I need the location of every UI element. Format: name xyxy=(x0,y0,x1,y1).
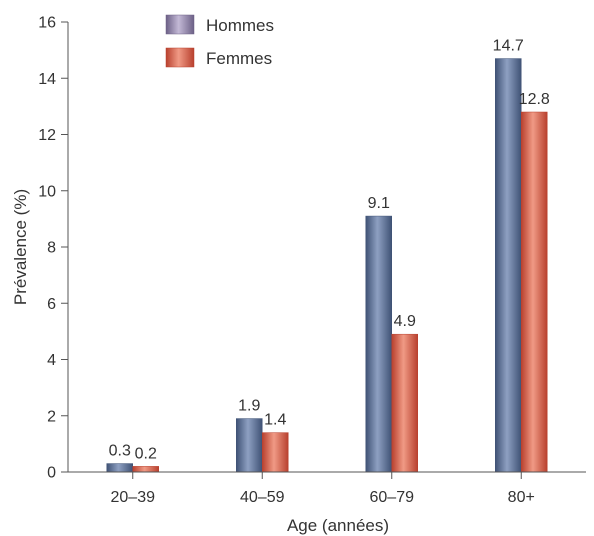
x-tick-label: 80+ xyxy=(508,489,535,506)
legend-label-femmes: Femmes xyxy=(206,49,272,68)
y-tick-label: 8 xyxy=(47,240,56,257)
bar-hommes xyxy=(236,418,263,473)
y-tick-label: 4 xyxy=(47,352,56,369)
x-tick-label: 60–79 xyxy=(370,489,415,506)
x-axis-ticks: 20–39 40–59 60–79 80+ xyxy=(111,472,535,506)
bar-femmes xyxy=(391,333,418,473)
bar-femmes xyxy=(521,111,548,473)
data-label-hommes: 0.3 xyxy=(109,443,131,460)
data-label-femmes: 0.2 xyxy=(135,445,157,462)
bar-femmes xyxy=(132,466,159,473)
legend-label-hommes: Hommes xyxy=(206,16,274,35)
x-axis-title: Age (années) xyxy=(287,516,389,535)
data-label-femmes: 1.4 xyxy=(264,412,286,429)
y-tick-label: 2 xyxy=(47,408,56,425)
bar-hommes xyxy=(495,58,522,473)
bar-femmes xyxy=(262,432,289,473)
y-tick-label: 6 xyxy=(47,296,56,313)
data-label-hommes: 1.9 xyxy=(238,398,260,415)
data-label-hommes: 14.7 xyxy=(493,38,524,55)
y-tick-label: 12 xyxy=(38,127,56,144)
bar-hommes xyxy=(365,215,392,473)
bar-hommes xyxy=(106,463,133,473)
bars xyxy=(106,58,548,473)
x-tick-label: 40–59 xyxy=(240,489,285,506)
legend: Hommes Femmes xyxy=(165,14,274,68)
legend-swatch-femmes xyxy=(165,47,195,68)
data-label-femmes: 12.8 xyxy=(519,91,550,108)
y-axis-title: Prévalence (%) xyxy=(11,189,30,305)
data-label-hommes: 9.1 xyxy=(368,195,390,212)
data-label-femmes: 4.9 xyxy=(394,313,416,330)
y-tick-label: 10 xyxy=(38,183,56,200)
y-axis-ticks: 0 2 4 6 8 10 12 14 16 xyxy=(38,15,68,482)
x-tick-label: 20–39 xyxy=(111,489,156,506)
legend-swatch-hommes xyxy=(165,14,195,35)
y-tick-label: 14 xyxy=(38,71,56,88)
data-labels: 0.3 0.2 1.91.4 9.1 4.9 14.7 12.8 xyxy=(109,38,550,463)
y-tick-label: 16 xyxy=(38,15,56,32)
y-tick-label: 0 xyxy=(47,465,56,482)
